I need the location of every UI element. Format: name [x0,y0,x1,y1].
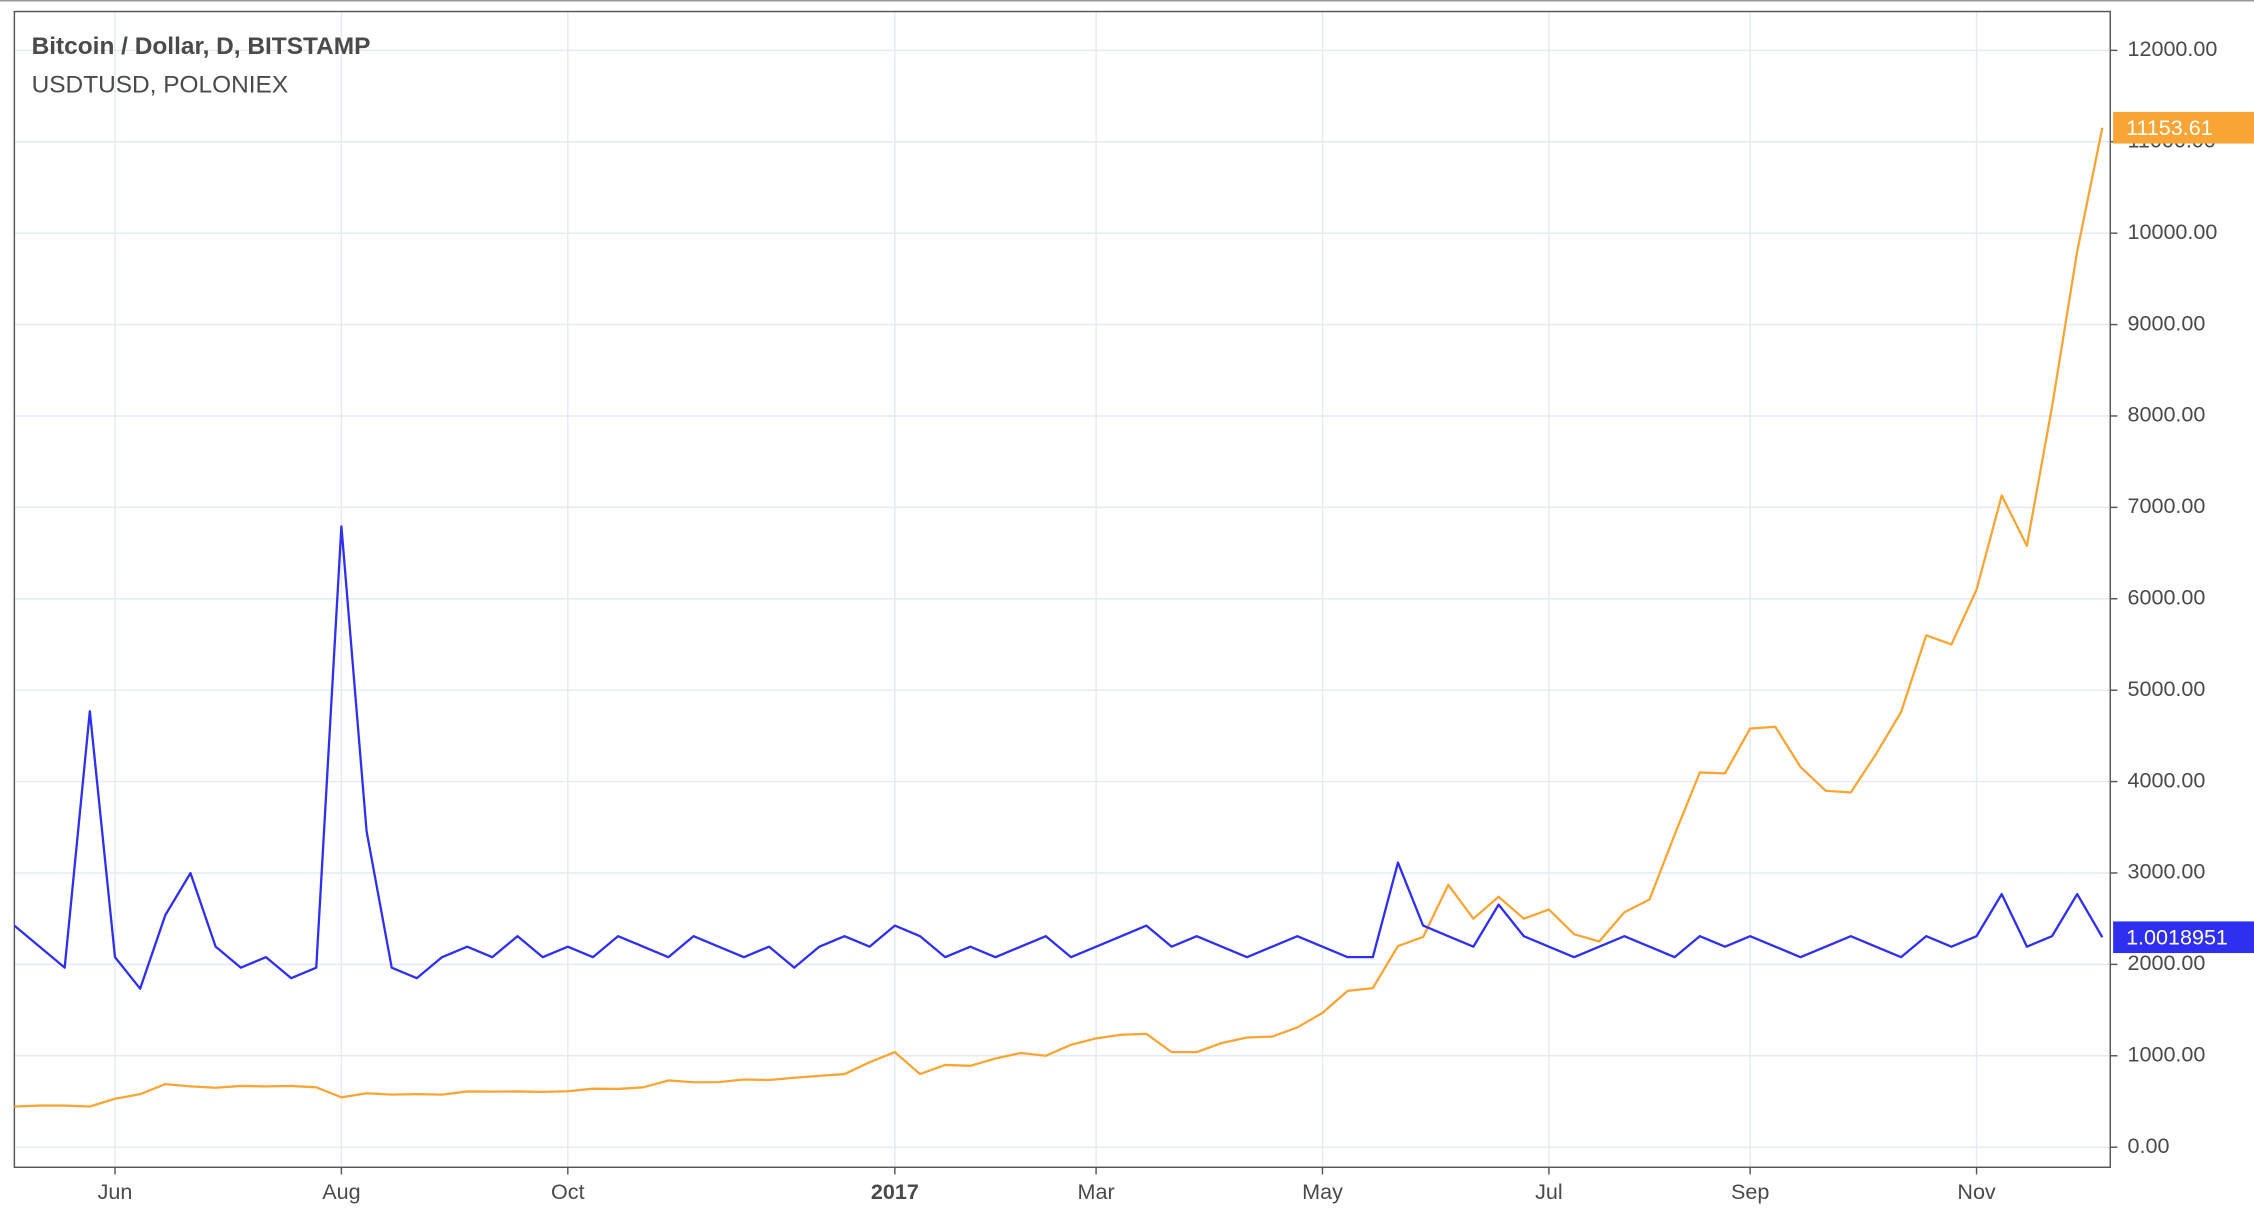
x-tick-label: May [1302,1179,1343,1204]
y-tick-label: 6000.00 [2128,584,2206,609]
last-value-box [2113,921,2254,954]
y-tick-label: 7000.00 [2128,493,2206,518]
x-tick-label: Nov [1957,1179,1996,1204]
x-tick-label: Sep [1731,1179,1769,1204]
line-series [14,127,2104,1108]
y-tick-label: 2000.00 [2128,950,2206,975]
last-value-label: 11153.61 [2126,115,2213,140]
x-tick-label: 2017 [871,1179,919,1204]
y-tick-label: 10000.00 [2128,219,2218,244]
y-tick-label: 4000.00 [2128,767,2206,792]
x-tick-label: Jul [1535,1179,1563,1204]
y-tick-label: 1000.00 [2128,1041,2206,1066]
legend-label: Bitcoin / Dollar, D, BITSTAMP [32,33,371,60]
x-tick-label: Jun [98,1179,133,1204]
line-series [13,525,2104,990]
y-tick-label: 8000.00 [2128,402,2206,427]
last-value-box [2113,111,2254,144]
last-value-label: 1.0018951 [2126,924,2228,949]
legend-label: USDTUSD, POLONIEX [32,72,288,99]
x-tick-label: Oct [551,1179,585,1204]
x-tick-label: Mar [1078,1179,1115,1204]
y-tick-label: 0.00 [2128,1133,2170,1158]
y-tick-label: 3000.00 [2128,859,2206,884]
y-tick-label: 12000.00 [2128,36,2218,61]
y-tick-label: 9000.00 [2128,310,2206,335]
y-tick-label: 5000.00 [2128,676,2206,701]
x-tick-label: Aug [322,1179,360,1204]
plot-frame [13,10,2111,1168]
